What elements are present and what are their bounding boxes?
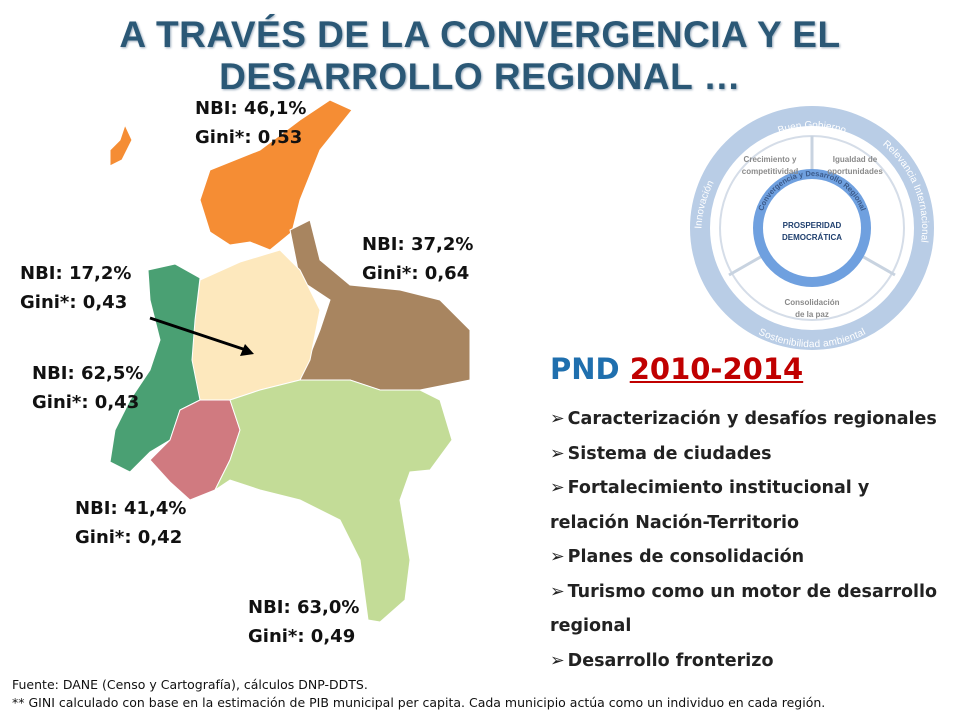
source: Fuente: DANE (Censo y Cartografía), cálc… — [12, 677, 368, 692]
divider — [728, 253, 765, 277]
plan-item: Planes de consolidación — [550, 540, 950, 575]
outer-label-text: Buen Gobierno — [777, 120, 848, 137]
nbi: NBI: 62,5% — [32, 363, 144, 384]
nbi: NBI: 41,4% — [75, 498, 187, 519]
gini: Gini*: 0,43 — [32, 392, 140, 413]
plan-years: 2010-2014 — [629, 352, 804, 386]
nbi: NBI: 17,2% — [20, 263, 132, 284]
segment-label: competitividad — [742, 167, 799, 176]
nbi: NBI: 46,1% — [195, 98, 307, 119]
gini: Gini*: 0,49 — [248, 626, 356, 647]
region-amazonia — [213, 379, 453, 623]
plan-list: Caracterización y desafíos regionales Si… — [550, 402, 950, 678]
region-label: NBI: 41,4% Gini*: 0,42 — [75, 494, 186, 552]
gini: Gini*: 0,42 — [75, 527, 183, 548]
segment-label: Crecimiento y — [744, 155, 797, 164]
note: ** GINI calculado con base en la estimac… — [12, 695, 826, 710]
region-label: NBI: 17,2% Gini*: 0,43 — [20, 259, 131, 317]
plan-prefix: PND — [550, 352, 620, 386]
nbi: NBI: 63,0% — [248, 597, 360, 618]
region-label: NBI: 62,5% Gini*: 0,43 — [32, 359, 143, 417]
gini: Gini*: 0,53 — [195, 127, 303, 148]
divider — [859, 253, 896, 277]
segment-label: oportunidades — [827, 167, 883, 176]
outer-ring — [690, 106, 934, 350]
plan-item: Turismo como un motor de desarrollo regi… — [550, 575, 950, 644]
center-label: DEMOCRÁTICA — [782, 233, 842, 242]
plan-item: Fortalecimiento institucional y relación… — [550, 471, 950, 540]
region-label: NBI: 37,2% Gini*: 0,64 — [362, 230, 473, 288]
region-caribe — [199, 99, 353, 251]
region-label: NBI: 63,0% Gini*: 0,49 — [248, 593, 359, 651]
title: A TRAVÉS DE LA CONVERGENCIA Y EL DESARRO… — [119, 14, 841, 97]
region-pacifico — [109, 263, 201, 473]
segment-label: de la paz — [795, 310, 829, 319]
nbi: NBI: 37,2% — [362, 234, 474, 255]
region-orinoquia — [289, 219, 471, 391]
segment-label: Igualdad de — [833, 155, 878, 164]
outer-label: Buen Gobierno — [777, 120, 848, 137]
diagram: Buen Gobierno Relevancia Internacional S… — [690, 106, 934, 350]
island — [109, 123, 133, 167]
plan-heading: PND 2010-2014 — [550, 352, 803, 386]
plan-item: Caracterización y desafíos regionales — [550, 402, 950, 437]
map — [109, 99, 471, 623]
gini: Gini*: 0,64 — [362, 263, 470, 284]
plan-item: Sistema de ciudades — [550, 437, 950, 472]
center-label: PROSPERIDAD — [783, 221, 842, 230]
gini: Gini*: 0,43 — [20, 292, 128, 313]
arrow-head — [240, 344, 254, 356]
arrow — [149, 316, 247, 352]
region-andina — [189, 249, 321, 401]
inner-ring — [753, 169, 871, 287]
region-label: NBI: 46,1% Gini*: 0,53 — [195, 94, 306, 152]
plan-item: Desarrollo fronterizo — [550, 644, 950, 679]
segment-label: Consolidación — [784, 298, 839, 307]
